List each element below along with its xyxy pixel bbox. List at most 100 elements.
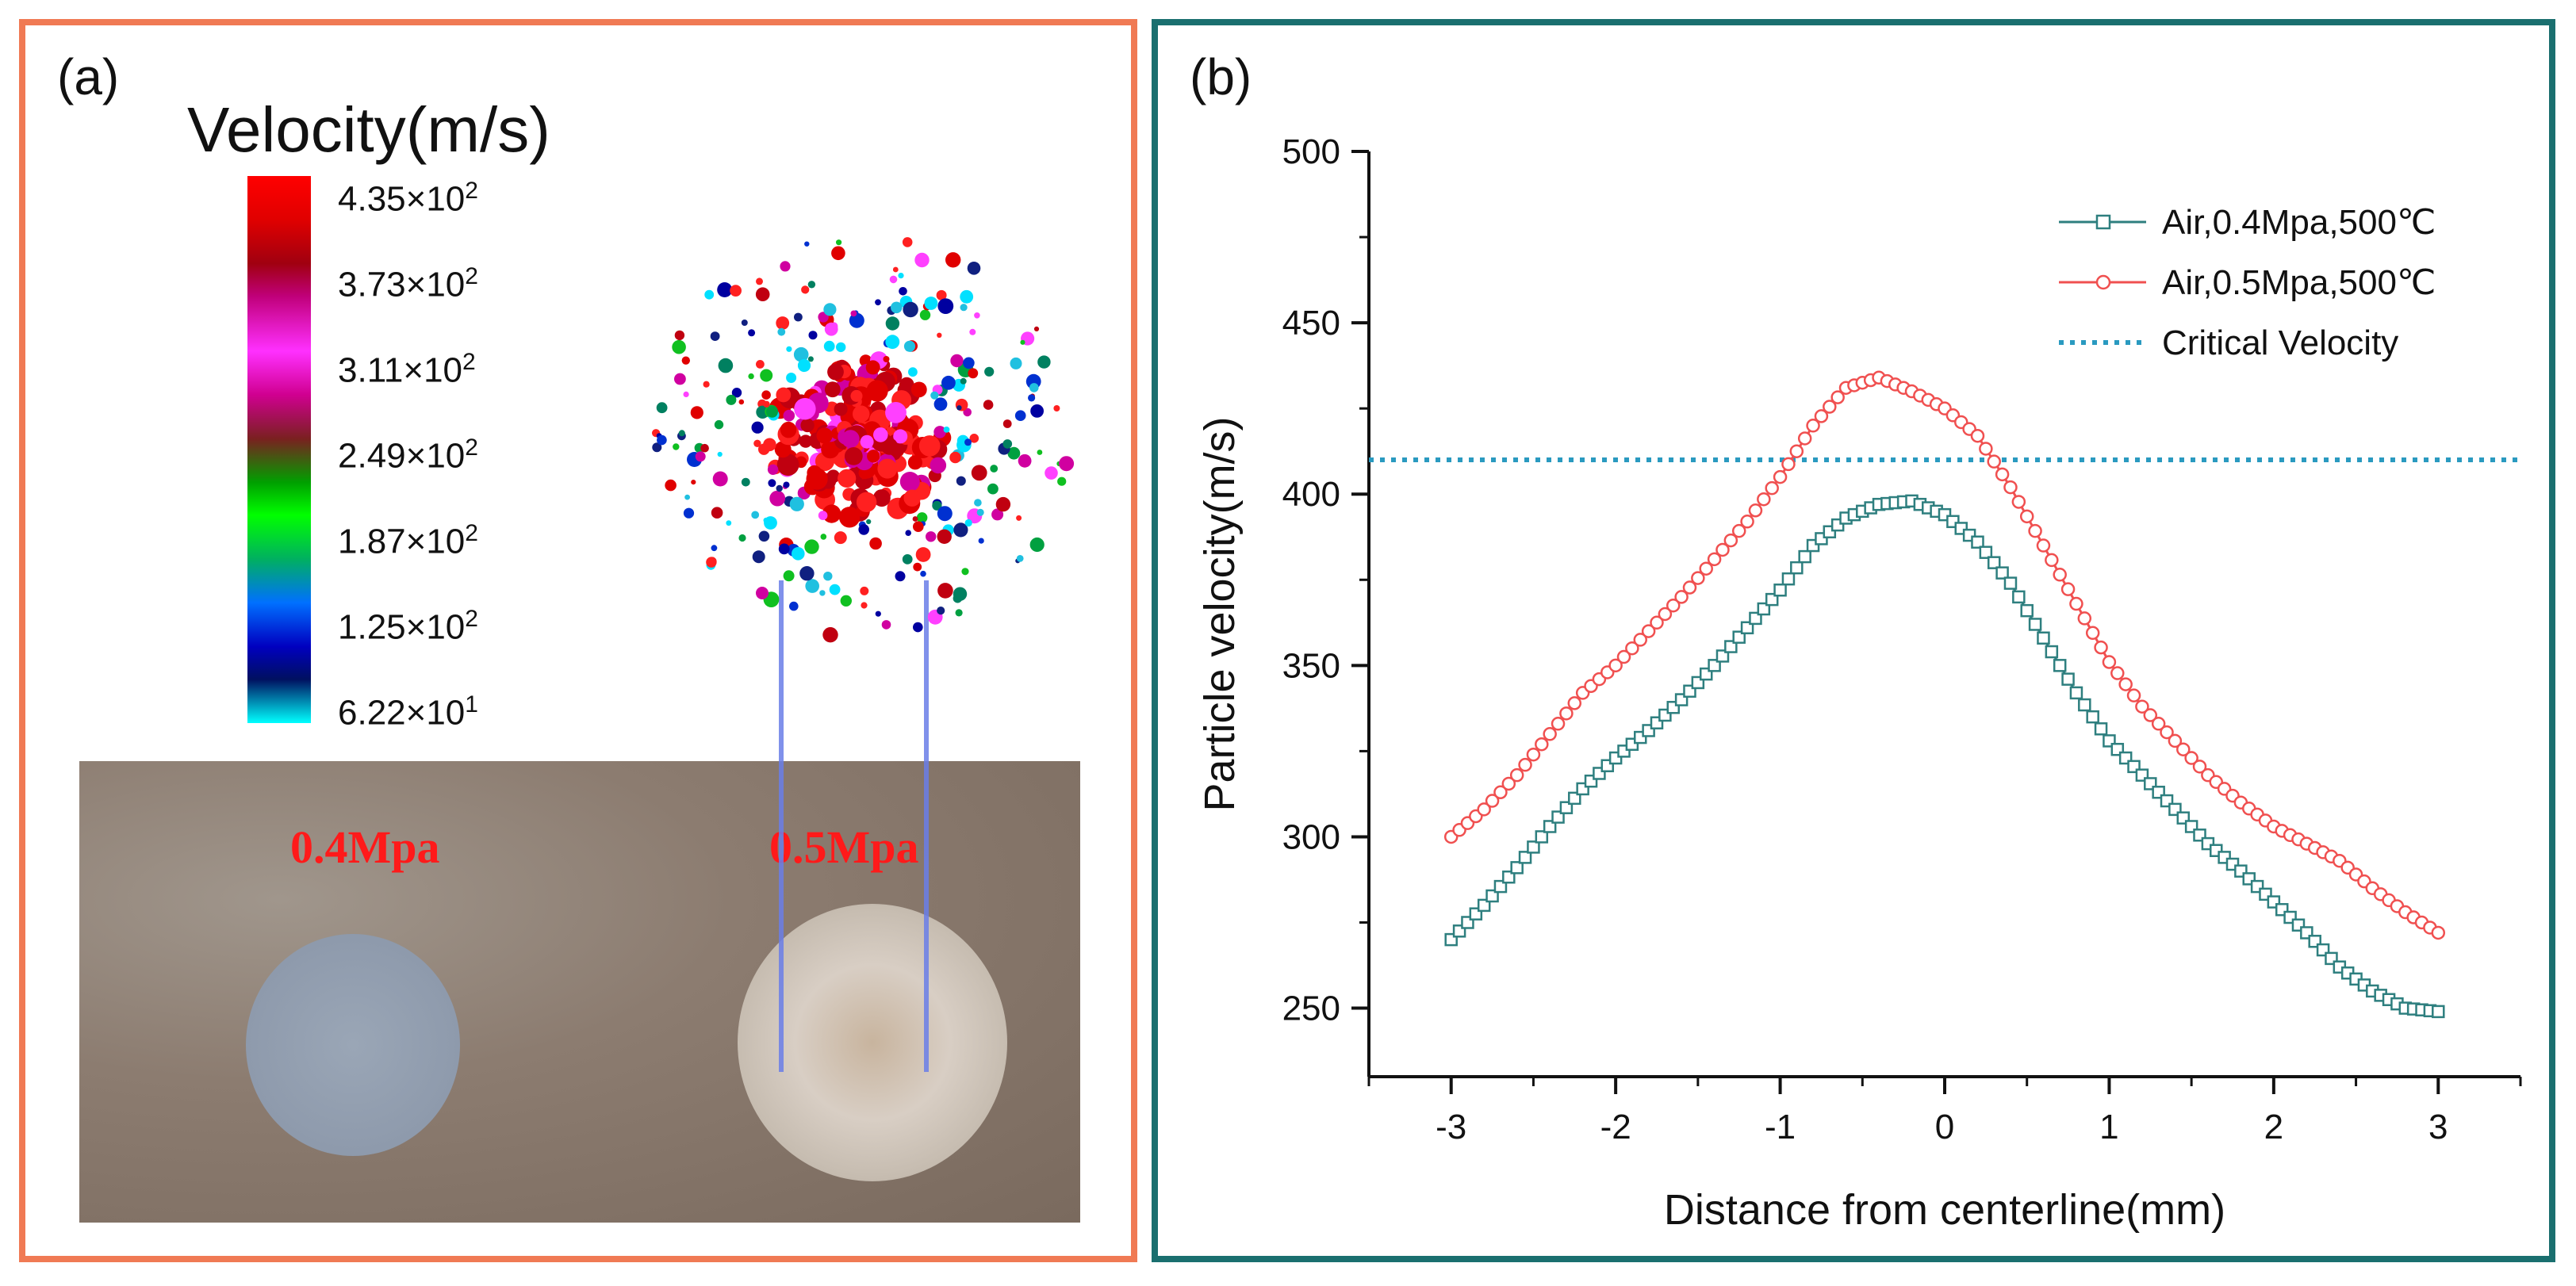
particle <box>991 508 1004 521</box>
particle <box>674 373 686 385</box>
series-0.5mpa-marker <box>1641 624 1656 638</box>
particle <box>860 434 874 449</box>
particle <box>898 273 904 279</box>
series-0.5mpa-marker <box>1699 561 1713 576</box>
particle <box>780 261 791 272</box>
particle <box>718 358 734 373</box>
particle <box>963 357 975 369</box>
particle <box>885 402 907 423</box>
particle <box>964 519 972 527</box>
particle <box>945 252 961 268</box>
particle <box>895 571 906 582</box>
series-0.5mpa-marker <box>1625 641 1639 656</box>
particle <box>914 252 930 268</box>
particle <box>741 320 748 326</box>
series-0.4mpa-marker <box>1518 851 1532 864</box>
series-0.5mpa-marker <box>1995 467 2010 482</box>
particle <box>823 303 837 316</box>
particle <box>776 316 790 330</box>
particle <box>801 285 810 294</box>
series-0.4mpa-marker <box>2069 686 2083 700</box>
x-tick-label: -2 <box>1600 1108 1631 1146</box>
particle <box>903 489 921 507</box>
series-0.5mpa-marker <box>2011 495 2026 509</box>
series-0.4mpa-marker <box>1757 602 1771 616</box>
particle <box>953 522 968 538</box>
particle <box>910 381 927 398</box>
legend-label: Critical Velocity <box>2162 323 2398 362</box>
particle <box>741 477 750 487</box>
particle <box>684 494 690 500</box>
particle <box>748 329 756 337</box>
particle <box>712 471 728 487</box>
colorbar-tick-label: 3.73×102 <box>338 263 478 304</box>
particle <box>941 375 956 390</box>
particle <box>808 331 818 340</box>
x-tick-label: -1 <box>1765 1108 1796 1146</box>
particle <box>776 454 799 477</box>
particle <box>891 301 903 314</box>
particle <box>919 309 931 320</box>
particle <box>756 277 763 285</box>
particle <box>976 508 984 516</box>
guide-line-left <box>779 580 784 1072</box>
particle <box>866 519 872 525</box>
series-0.4mpa-marker <box>2094 722 2108 736</box>
particle <box>974 312 980 319</box>
particle <box>924 297 938 310</box>
series-0.4mpa-marker <box>2086 710 2099 724</box>
x-tick-label: -3 <box>1436 1108 1466 1146</box>
series-0.5mpa-marker <box>2028 523 2042 538</box>
particle <box>806 468 828 490</box>
y-tick-label: 300 <box>1282 817 1340 856</box>
series-0.4mpa-marker <box>2028 618 2042 631</box>
particle <box>776 484 783 492</box>
particle <box>869 537 882 550</box>
particle <box>967 262 981 275</box>
particle <box>969 434 979 443</box>
legend-label: Air,0.4Mpa,500℃ <box>2162 203 2436 242</box>
series-0.4mpa-marker <box>2003 576 2018 590</box>
particle <box>1016 555 1024 562</box>
particle <box>838 507 861 528</box>
series-0.5mpa-marker <box>2118 677 2133 691</box>
series-0.4mpa-line <box>1450 499 2439 1013</box>
series-0.5mpa-marker <box>2431 925 2446 940</box>
particle <box>783 409 795 422</box>
particle <box>827 363 844 381</box>
series-0.5mpa-marker <box>2036 538 2051 553</box>
particle <box>703 381 710 388</box>
series-0.5mpa-marker <box>1707 552 1722 567</box>
series-0.4mpa-marker <box>1535 830 1549 844</box>
series-0.4mpa-marker <box>1493 879 1508 894</box>
particle <box>690 406 703 419</box>
particle <box>768 479 776 488</box>
particle <box>844 447 863 465</box>
particle <box>789 496 804 511</box>
series-0.5mpa-marker <box>1658 607 1673 622</box>
series-0.4mpa-marker <box>2020 603 2034 618</box>
series-0.5mpa-marker <box>2143 708 2158 722</box>
series-0.5mpa-marker <box>1723 533 1738 548</box>
particle <box>738 534 746 542</box>
particle <box>1018 454 1032 468</box>
particle <box>1033 326 1040 331</box>
coating-photo: 0.4Mpa 0.5Mpa <box>79 761 1080 1223</box>
colorbar-tick-label: 1.25×102 <box>338 606 478 647</box>
series-0.4mpa-marker <box>2078 698 2091 712</box>
particle <box>704 289 715 300</box>
series-0.4mpa-marker <box>1708 659 1721 672</box>
series-0.5mpa-marker <box>2094 640 2108 655</box>
photo-label-0.5mpa: 0.5Mpa <box>769 821 919 873</box>
series-0.5mpa-marker <box>1633 633 1648 647</box>
particle <box>1014 410 1026 421</box>
series-0.5mpa-marker <box>2045 553 2059 568</box>
particle <box>800 418 815 433</box>
colorbar-tick-label: 2.49×102 <box>338 434 478 476</box>
particle <box>1002 419 1012 428</box>
particle <box>937 607 945 615</box>
colorbar-tick-label: 1.87×102 <box>338 520 478 561</box>
particle <box>824 381 841 398</box>
series-0.4mpa-marker <box>2037 631 2050 645</box>
series-0.5mpa-marker <box>2060 582 2076 596</box>
